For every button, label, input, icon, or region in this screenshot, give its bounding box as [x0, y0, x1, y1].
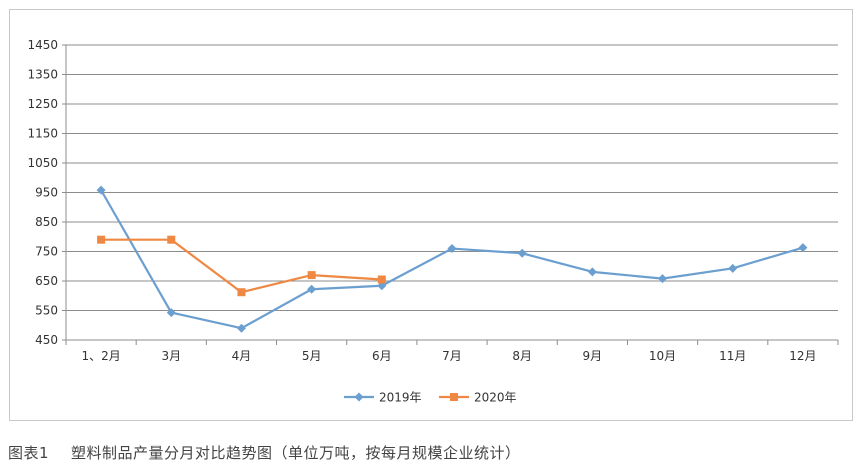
data-point [97, 235, 106, 244]
figure-number: 图表1 [8, 444, 50, 462]
y-tick-label: 1050 [27, 156, 58, 170]
figure-caption: 图表1 塑料制品产量分月对比趋势图（单位万吨，按每月规模企业统计） [8, 442, 521, 463]
y-tick-label: 650 [35, 274, 58, 288]
x-tick-label: 6月 [372, 349, 392, 363]
figure-title: 塑料制品产量分月对比趋势图（单位万吨，按每月规模企业统计） [71, 444, 521, 462]
y-tick-label: 950 [35, 186, 58, 200]
y-tick-label: 1350 [27, 68, 58, 82]
x-tick-label: 11月 [719, 349, 746, 363]
y-tick-label: 550 [35, 304, 58, 318]
data-point [517, 248, 527, 258]
x-tick-label: 9月 [583, 349, 603, 363]
legend-label: 2019年 [379, 391, 422, 405]
chart-frame [9, 9, 853, 421]
legend-marker [354, 392, 364, 402]
series-0 [96, 185, 808, 333]
y-tick-label: 750 [35, 245, 58, 259]
legend-label: 2020年 [474, 391, 517, 405]
data-point [307, 284, 317, 294]
x-tick-label: 3月 [161, 349, 181, 363]
x-tick-label: 7月 [442, 349, 462, 363]
line-chart: 450 550 650 750 850 950 1050 1150 1250 1350 1450 1、… [27, 38, 839, 405]
y-tick-label: 450 [35, 333, 58, 347]
series-line [100, 189, 804, 330]
legend-marker [450, 393, 458, 401]
y-tick-label: 1150 [27, 127, 58, 141]
data-point [237, 288, 246, 297]
y-tick-label: 850 [35, 215, 58, 229]
data-point [728, 263, 738, 273]
data-point [658, 274, 668, 284]
legend-item-0: 2019年 [344, 391, 422, 405]
x-tick-label: 4月 [232, 349, 252, 363]
x-tick-label: 1、2月 [81, 349, 120, 363]
data-point [166, 308, 176, 318]
series-layer [96, 185, 808, 333]
axis-layer: 450 550 650 750 850 950 1050 1150 1250 1350 1450 1、… [27, 38, 839, 363]
series-line [101, 238, 382, 294]
series-1 [97, 235, 386, 297]
data-point [96, 185, 106, 195]
x-tick-label: 5月 [302, 349, 322, 363]
y-tick-label: 1250 [27, 97, 58, 111]
data-point [377, 275, 386, 284]
legend: 2019年 2020年 [344, 391, 517, 405]
data-point [167, 235, 176, 244]
data-point [236, 323, 246, 333]
grid-layer [66, 44, 838, 311]
legend-item-1: 2020年 [439, 391, 517, 405]
data-point [447, 244, 457, 254]
data-point [798, 243, 808, 253]
data-point [307, 271, 316, 280]
y-tick-label: 1450 [27, 38, 58, 52]
x-tick-label: 10月 [649, 349, 676, 363]
x-tick-label: 8月 [512, 349, 532, 363]
x-tick-label: 12月 [789, 349, 816, 363]
data-point [587, 267, 597, 277]
